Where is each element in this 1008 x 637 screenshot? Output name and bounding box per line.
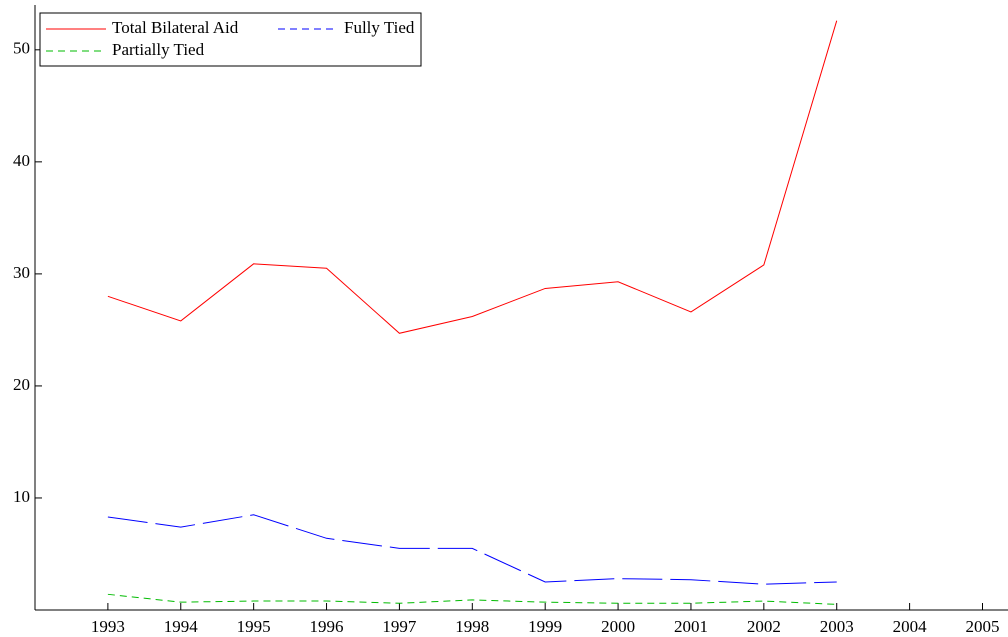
x-tick-label: 2005	[965, 617, 999, 636]
x-tick-label: 1995	[237, 617, 271, 636]
legend-label: Total Bilateral Aid	[112, 18, 239, 37]
series-line	[107, 593, 837, 605]
x-tick-label: 1994	[164, 617, 199, 636]
y-tick-label: 40	[13, 151, 30, 170]
x-tick-label: 2002	[747, 617, 781, 636]
y-tick-label: 30	[13, 263, 30, 282]
y-tick-label: 50	[13, 39, 30, 58]
x-tick-label: 2000	[601, 617, 635, 636]
x-tick-label: 2004	[893, 617, 928, 636]
series-line	[107, 514, 837, 585]
y-tick-label: 20	[13, 375, 30, 394]
x-tick-label: 2001	[674, 617, 708, 636]
y-tick-label: 10	[13, 487, 30, 506]
legend-box	[39, 12, 422, 67]
series-line	[107, 20, 838, 334]
x-tick-label: 2003	[820, 617, 854, 636]
x-tick-label: 1999	[528, 617, 562, 636]
x-tick-label: 1998	[455, 617, 489, 636]
legend-label: Partially Tied	[112, 40, 205, 59]
legend-label: Fully Tied	[344, 18, 415, 37]
x-tick-label: 1997	[382, 617, 417, 636]
x-tick-label: 1996	[310, 617, 344, 636]
x-tick-label: 1993	[91, 617, 125, 636]
